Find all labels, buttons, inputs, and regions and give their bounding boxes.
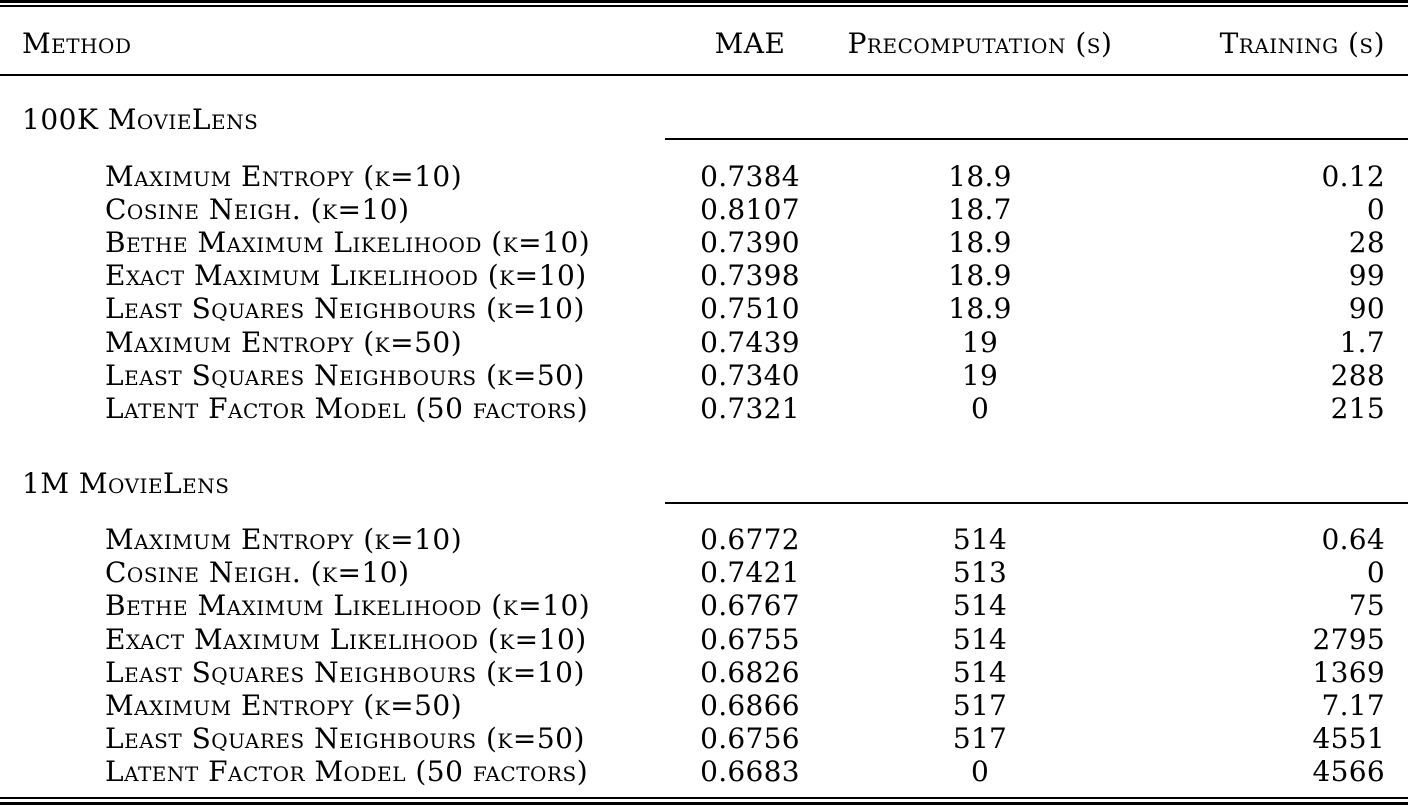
precomputation-cell: 19	[961, 325, 999, 359]
training-cell: 7.17	[1321, 689, 1385, 723]
precomputation-cell: 514	[952, 622, 1008, 656]
training-cell: 288	[1330, 358, 1385, 392]
table-row: Least Squares Neighbours (k=50) 0.6756 5…	[0, 723, 1408, 756]
training-cell: 0.64	[1321, 523, 1385, 557]
table-header-row: Method MAE Precomputation (s) Training (…	[0, 0, 1408, 76]
precomputation-cell: 18.9	[948, 259, 1012, 293]
precomputation-cell: 514	[952, 589, 1008, 623]
precomputation-cell: 514	[952, 523, 1008, 557]
top-rule-outer	[0, 0, 1408, 3]
bottom-rule-outer	[0, 802, 1408, 805]
table-row: Latent Factor Model (50 factors) 0.6683 …	[0, 756, 1408, 789]
mae-cell: 0.6767	[700, 589, 800, 623]
table-row: Exact Maximum Likelihood (k=10) 0.6755 5…	[0, 623, 1408, 656]
training-cell: 90	[1348, 292, 1385, 326]
mae-cell: 0.6756	[700, 722, 800, 756]
method-cell: Maximum Entropy (k=50)	[105, 325, 463, 359]
table-row: Maximum Entropy (k=10) 0.7384 18.9 0.12	[0, 160, 1408, 193]
mae-cell: 0.6772	[700, 523, 800, 557]
mae-cell: 0.6866	[700, 689, 800, 723]
mae-cell: 0.7384	[700, 159, 800, 193]
table-row: Maximum Entropy (k=50) 0.7439 19 1.7	[0, 326, 1408, 359]
training-cell: 1.7	[1339, 325, 1385, 359]
method-cell: Exact Maximum Likelihood (k=10)	[105, 259, 587, 293]
section-rows: Maximum Entropy (k=10) 0.7384 18.9 0.12 …	[0, 140, 1408, 426]
mae-cell: 0.7439	[700, 325, 800, 359]
section-label: 1M MovieLens	[22, 466, 230, 500]
training-cell: 75	[1348, 589, 1385, 623]
training-cell: 0.12	[1321, 159, 1385, 193]
method-cell: Latent Factor Model (50 factors)	[105, 755, 589, 789]
method-cell: Least Squares Neighbours (k=10)	[105, 655, 585, 689]
section-partial-rule	[665, 426, 1408, 504]
precomputation-cell: 517	[952, 722, 1008, 756]
mae-cell: 0.6755	[700, 622, 800, 656]
table-row: Bethe Maximum Likelihood (k=10) 0.6767 5…	[0, 590, 1408, 623]
precomputation-cell: 517	[952, 689, 1008, 723]
section-label: 100K MovieLens	[22, 103, 259, 136]
table-row: Maximum Entropy (k=10) 0.6772 514 0.64	[0, 524, 1408, 557]
table-row: Cosine Neigh. (k=10) 0.8107 18.7 0	[0, 193, 1408, 226]
method-cell: Exact Maximum Likelihood (k=10)	[105, 622, 587, 656]
section-partial-rule	[665, 76, 1408, 140]
training-cell: 0	[1366, 192, 1385, 226]
mae-cell: 0.7390	[700, 225, 800, 259]
precomputation-cell: 18.9	[948, 159, 1012, 193]
method-cell: Least Squares Neighbours (k=10)	[105, 292, 585, 326]
training-cell: 2795	[1312, 622, 1385, 656]
table-row: Bethe Maximum Likelihood (k=10) 0.7390 1…	[0, 226, 1408, 259]
section-header-row: 100K MovieLens	[0, 76, 1408, 140]
top-rule-inner	[0, 5, 1408, 7]
table-body: 100K MovieLens Maximum Entropy (k=10) 0.…	[0, 76, 1408, 789]
mae-cell: 0.7421	[700, 556, 800, 590]
precomputation-cell: 19	[961, 358, 999, 392]
section-rows: Maximum Entropy (k=10) 0.6772 514 0.64 C…	[0, 504, 1408, 790]
table-row: Least Squares Neighbours (k=10) 0.6826 5…	[0, 656, 1408, 689]
mae-cell: 0.7398	[700, 259, 800, 293]
mae-cell: 0.6683	[700, 755, 800, 789]
table-row: Least Squares Neighbours (k=10) 0.7510 1…	[0, 293, 1408, 326]
mae-cell: 0.7510	[700, 292, 800, 326]
training-cell: 28	[1348, 225, 1385, 259]
training-cell: 4566	[1312, 755, 1385, 789]
section-header-row: 1M MovieLens	[0, 426, 1408, 504]
training-cell: 99	[1348, 259, 1385, 293]
training-cell: 0	[1366, 556, 1385, 590]
method-cell: Latent Factor Model (50 factors)	[105, 391, 589, 425]
table-row: Maximum Entropy (k=50) 0.6866 517 7.17	[0, 689, 1408, 722]
method-cell: Least Squares Neighbours (k=50)	[105, 358, 585, 392]
bottom-rule-inner	[0, 797, 1408, 799]
table-row: Exact Maximum Likelihood (k=10) 0.7398 1…	[0, 260, 1408, 293]
mae-cell: 0.7340	[700, 358, 800, 392]
table-row: Latent Factor Model (50 factors) 0.7321 …	[0, 392, 1408, 425]
method-cell: Least Squares Neighbours (k=50)	[105, 722, 585, 756]
training-cell: 1369	[1312, 655, 1385, 689]
method-cell: Cosine Neigh. (k=10)	[105, 556, 410, 590]
precomputation-cell: 0	[970, 391, 990, 425]
method-cell: Maximum Entropy (k=10)	[105, 523, 463, 557]
precomputation-cell: 514	[952, 655, 1008, 689]
table-row: Least Squares Neighbours (k=50) 0.7340 1…	[0, 359, 1408, 392]
column-header-method: Method	[22, 27, 132, 60]
table-row: Cosine Neigh. (k=10) 0.7421 513 0	[0, 557, 1408, 590]
column-header-mae: MAE	[714, 27, 786, 60]
precomputation-cell: 18.9	[948, 292, 1012, 326]
method-cell: Bethe Maximum Likelihood (k=10)	[105, 225, 591, 259]
column-header-precomputation: Precomputation (s)	[847, 27, 1113, 60]
precomputation-cell: 0	[970, 755, 990, 789]
precomputation-cell: 18.7	[948, 192, 1012, 226]
column-header-training: Training (s)	[1219, 27, 1385, 60]
training-cell: 215	[1330, 391, 1385, 425]
training-cell: 4551	[1312, 722, 1385, 756]
precomputation-cell: 513	[952, 556, 1008, 590]
mae-cell: 0.7321	[700, 391, 800, 425]
method-cell: Maximum Entropy (k=50)	[105, 689, 463, 723]
precomputation-cell: 18.9	[948, 225, 1012, 259]
mae-cell: 0.8107	[700, 192, 800, 226]
method-cell: Bethe Maximum Likelihood (k=10)	[105, 589, 591, 623]
method-cell: Maximum Entropy (k=10)	[105, 159, 463, 193]
mae-cell: 0.6826	[700, 655, 800, 689]
method-cell: Cosine Neigh. (k=10)	[105, 192, 410, 226]
